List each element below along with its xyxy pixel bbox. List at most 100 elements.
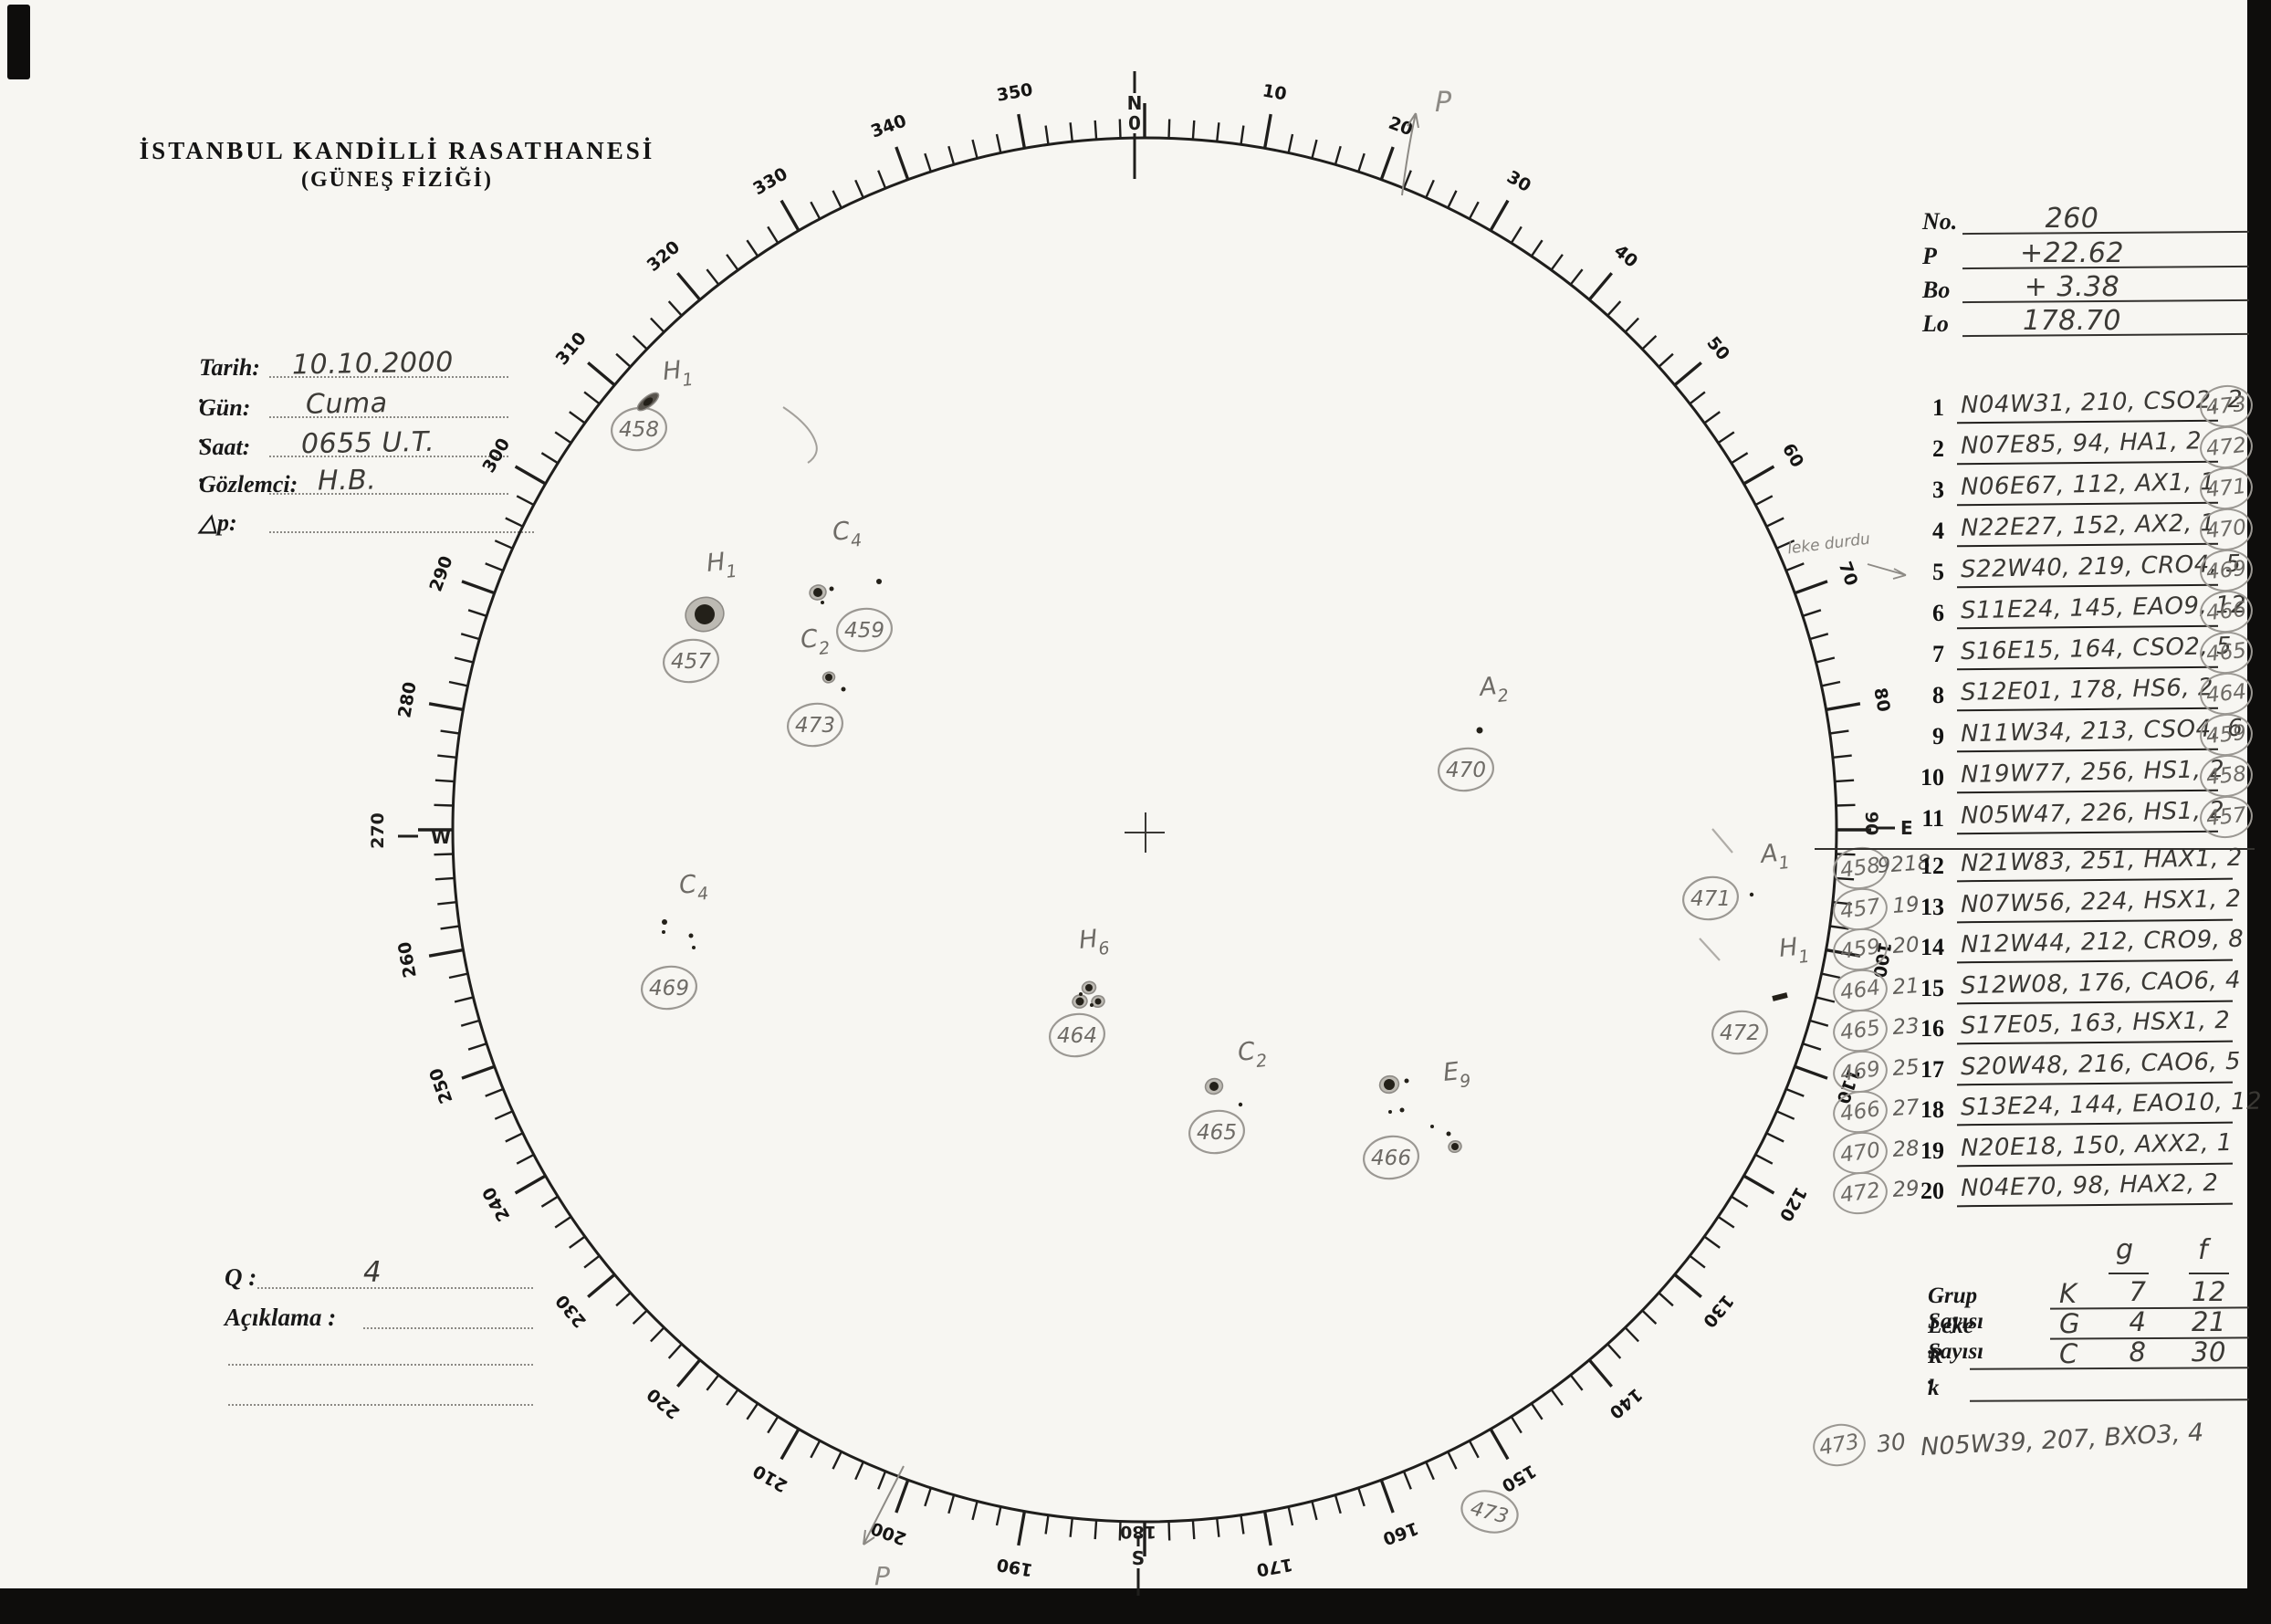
sunspot-umbra (1075, 997, 1084, 1006)
sunspot-pore (829, 586, 834, 592)
sunspot-umbra (825, 674, 832, 681)
kandilli-number-disk: 464 (1057, 1024, 1097, 1048)
degree-label: 220 (644, 1384, 685, 1422)
sunspot-pore (688, 933, 694, 938)
degree-label: 70 (1835, 559, 1862, 588)
kandilli-circle-disk (787, 702, 843, 748)
scan-artifact-topleft (7, 5, 30, 79)
row-entry: N06E67, 112, AX1, 1 (1960, 468, 2216, 501)
row-entry: N07E85, 94, HA1, 2 (1960, 427, 2203, 460)
sunspot-pore (1079, 992, 1083, 996)
row-number: 5 (1932, 559, 1944, 585)
kandilli-circle-disk (1188, 1109, 1245, 1155)
degree-label: 60 (1778, 440, 1807, 471)
kandilli-circle-disk (611, 406, 667, 452)
degree-label: 120 (1775, 1183, 1811, 1224)
kandilli-number-disk: 472 (1720, 1022, 1760, 1045)
compass-south-label: S (1132, 1547, 1145, 1569)
kandilli-number-disk: 465 (1197, 1121, 1237, 1145)
kandilli-circle-disk (1049, 1012, 1105, 1058)
sunspot-pore (876, 579, 882, 584)
meta-field-dotted-line (269, 493, 508, 495)
row-number: 18 (1920, 1096, 1944, 1123)
summary-row-label: k (1928, 1376, 1940, 1400)
kandilli-number: 466 (1838, 1097, 1882, 1126)
row-entry: S16E15, 164, CSO2, 5 (1960, 632, 2233, 666)
kandilli-number: 464 (2204, 679, 2248, 708)
kandilli-number: 472 (1838, 1179, 1882, 1208)
sunspot-umbra (643, 397, 654, 406)
sunspot-group: C4 469 (641, 869, 709, 1011)
degree-label: 310 (552, 329, 591, 370)
kandilli-number: 473 (2204, 392, 2248, 421)
sunspot-group-label: C2 (799, 623, 831, 661)
sunspot-group: C4 459 (809, 516, 893, 653)
sunspot-pore (1430, 1125, 1434, 1128)
degree-label: 240 (478, 1183, 514, 1224)
row-number: 12 (1920, 853, 1944, 879)
sunspot-pore (662, 919, 667, 925)
row-number: 14 (1920, 934, 1944, 960)
row-number: 8 (1932, 682, 1944, 708)
q-value: 4 (363, 1256, 382, 1289)
row-number: 4 (1932, 518, 1944, 544)
p-angle-label-bottom: P (874, 1561, 890, 1591)
row-entry: N22E27, 152, AX2, 1 (1960, 509, 2216, 542)
sunspot-group-label: H6 (1077, 924, 1110, 961)
degree-label: 150 (1498, 1461, 1539, 1496)
sunspot-group: H1 457 (663, 548, 738, 684)
degree-label: 190 (995, 1554, 1034, 1580)
summary-col-header-g: g (2116, 1234, 2134, 1266)
q-label: Q : (225, 1263, 257, 1291)
compass-north-label: N (1127, 92, 1143, 114)
sunspot-group-label: C4 (677, 869, 709, 906)
degree-label: 130 (1699, 1291, 1737, 1332)
kandilli-number-disk: 457 (671, 650, 711, 674)
meta-field-dotted-line (269, 416, 508, 418)
pencil-squiggle-mark (782, 406, 818, 464)
kandilli-number: 465 (1838, 1016, 1882, 1045)
sunspot-pore (1238, 1102, 1243, 1107)
list-separator-rule (1815, 848, 2255, 850)
degree-label: 170 (1255, 1554, 1294, 1580)
observatory-name: İSTANBUL KANDİLLİ RASATHANESİ (139, 137, 655, 164)
sunspot-umbra (1085, 984, 1093, 991)
kandilli-number: 469 (1838, 1056, 1882, 1086)
kandilli-number-disk: 471 (1690, 887, 1731, 911)
kandilli-number: 457 (1838, 894, 1882, 924)
summary-row-letter: G (2059, 1308, 2080, 1339)
degree-label: 50 (1702, 333, 1733, 364)
kandilli-circle-disk (1363, 1135, 1419, 1180)
degree-label: 300 (478, 435, 514, 476)
row-number: 9 (1932, 723, 1944, 749)
sunspot-group-label: C4 (831, 516, 863, 553)
row-number: 15 (1920, 974, 1944, 1001)
row-number: 19 (1920, 1137, 1944, 1164)
row-number: 7 (1932, 641, 1944, 667)
kandilli-circle-disk (1438, 747, 1494, 792)
compass-east-label: E (1900, 817, 1913, 839)
row-entry: S12W08, 176, CAO6, 4 (1960, 966, 2242, 1000)
kandilli-number: 457 (2204, 802, 2248, 832)
sunspot-pore (1399, 1107, 1405, 1113)
sunspot-group: C2 473 (787, 623, 846, 748)
row-number: 16 (1920, 1015, 1944, 1042)
meta-field-label: △p: (199, 509, 237, 536)
sunspot-group-label: A1 (1758, 838, 1791, 875)
degree-label: 10 (1261, 80, 1288, 104)
sunspot-umbra (813, 588, 822, 597)
kandilli-circle-disk (1711, 1010, 1768, 1055)
aciklama-dotted-line-1 (363, 1327, 533, 1329)
sunspot-pore (821, 601, 824, 604)
degree-label: 230 (552, 1291, 591, 1332)
kandilli-number: 469 (2204, 556, 2248, 585)
degree-label-180: 180 (1120, 1522, 1156, 1542)
sunspot-pore (1388, 1110, 1392, 1114)
sunspot-umbra (1094, 998, 1102, 1005)
sunspot-group-label: A2 (1477, 671, 1510, 708)
sunspot-pore (1446, 1131, 1451, 1137)
summary-row-letter: K (2059, 1278, 2077, 1309)
p-angle-arrow-bottom (863, 1465, 905, 1545)
